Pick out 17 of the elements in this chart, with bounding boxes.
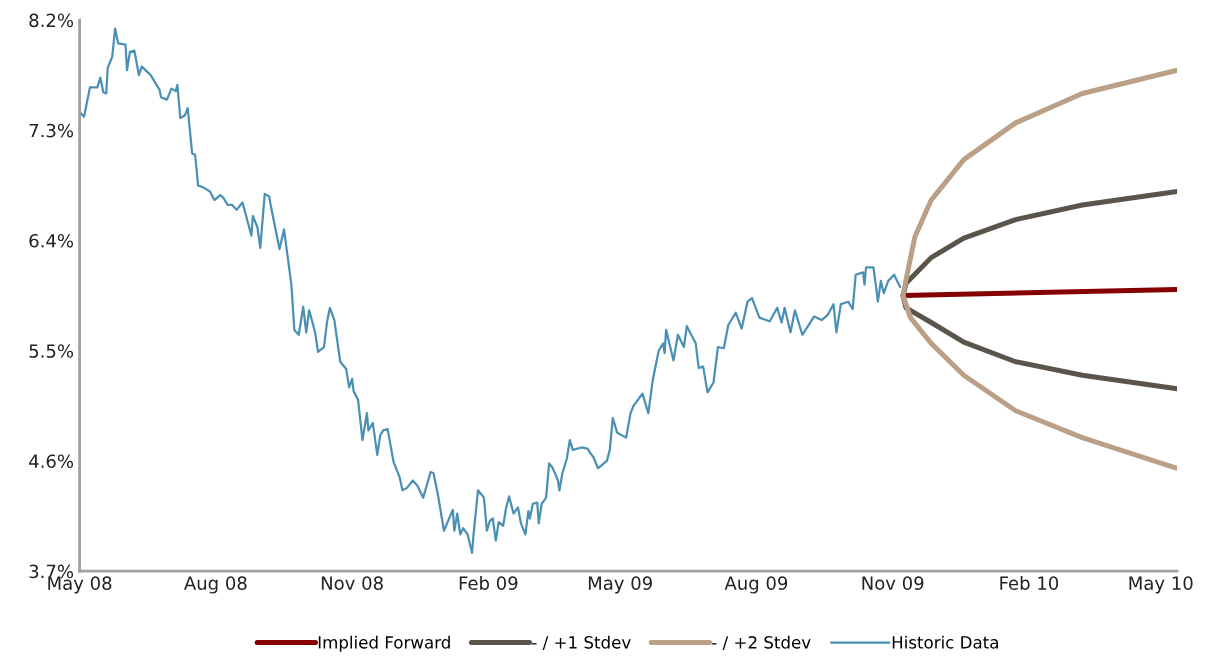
y-tick-label: 5.5%: [29, 344, 74, 358]
x-tick-label: May 09: [588, 576, 652, 594]
x-tick-label: May 10: [1129, 576, 1193, 594]
y-tick-label: 8.2%: [29, 13, 74, 28]
x-tick-label: Aug 08: [184, 576, 247, 594]
legend-label: - / +2 Stdev: [712, 635, 811, 650]
x-tick-label: Aug 09: [724, 576, 788, 594]
x-tick-label: Feb 09: [459, 576, 518, 590]
y-tick-label: 4.6%: [29, 454, 74, 469]
legend-label: Implied Forward: [318, 635, 450, 652]
y-tick-label: 6.4%: [29, 233, 74, 248]
legend-label: Historic Data: [892, 635, 998, 649]
x-tick-label: Nov 09: [862, 576, 924, 590]
x-tick-label: Nov 08: [321, 576, 383, 590]
y-tick-label: 7.3%: [29, 123, 74, 138]
x-tick-label: Feb 10: [1000, 576, 1059, 590]
legend-label: - / +1 Stdev: [532, 635, 631, 650]
